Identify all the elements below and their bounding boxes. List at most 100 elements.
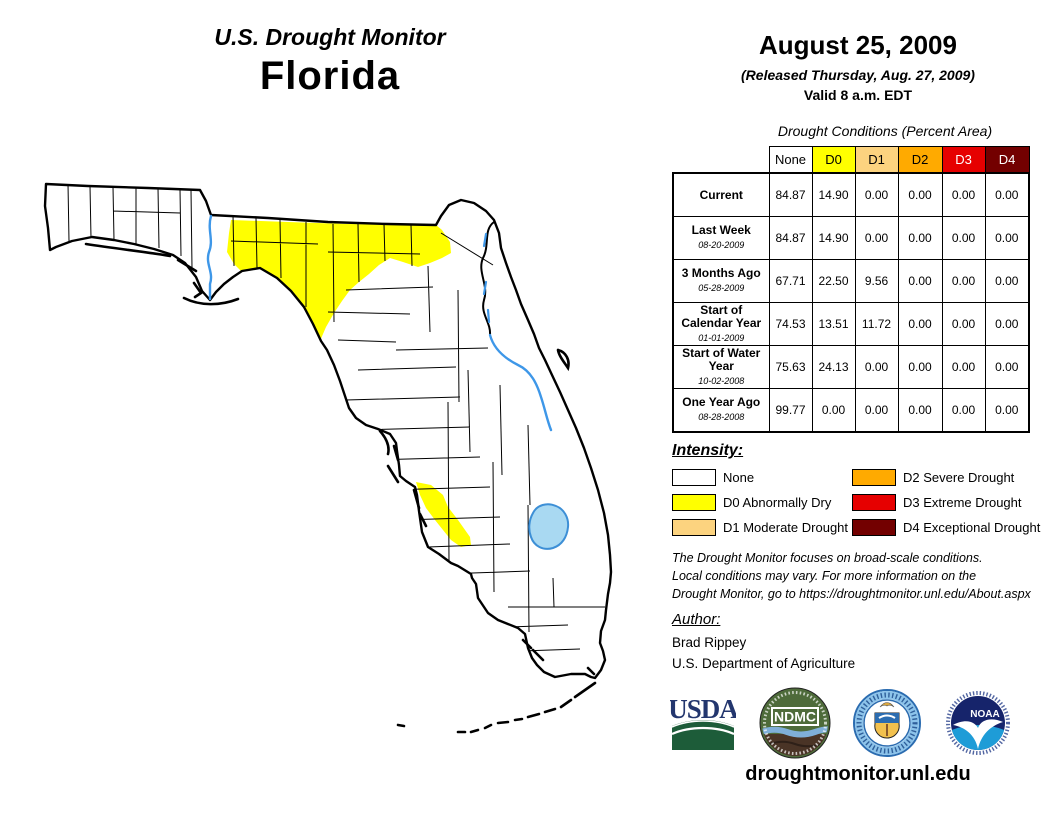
cell-value: 0.00 — [984, 345, 1030, 389]
cell-value: 14.90 — [811, 172, 856, 217]
table-title: Drought Conditions (Percent Area) — [777, 123, 993, 139]
cell-value: 84.87 — [768, 216, 813, 260]
agency-logos: USDA NDMC — [670, 686, 1012, 760]
st-johns-river-upper — [480, 221, 495, 336]
d2-swatch — [852, 469, 896, 486]
row-label: Start of Calendar Year 01-01-2009 — [672, 302, 770, 346]
cell-value: 0.00 — [897, 259, 943, 303]
cell-value: 0.00 — [941, 172, 986, 217]
author-name: Brad Rippey — [672, 635, 747, 650]
col-header-d0: D0 — [811, 146, 856, 174]
cell-value: 9.56 — [854, 259, 899, 303]
cell-value: 0.00 — [984, 302, 1030, 346]
author-org: U.S. Department of Agriculture — [672, 656, 856, 671]
map-date: August 25, 2009 — [759, 30, 957, 60]
cell-value: 0.00 — [897, 216, 943, 260]
row-date: 10-02-2008 — [698, 375, 745, 386]
report-title: U.S. Drought Monitor — [214, 24, 446, 50]
commerce-seal-logo — [853, 689, 922, 757]
legend-item-none: None — [672, 469, 848, 486]
legend-item-d1: D1 Moderate Drought — [672, 519, 848, 536]
table-row: One Year Ago 08-28-2008 99.77 0.00 0.00 0… — [672, 388, 1030, 433]
cell-value: 0.00 — [941, 345, 986, 389]
map-title-block: U.S. Drought Monitor Florida — [70, 24, 590, 99]
cell-value: 0.00 — [984, 216, 1030, 260]
cell-value: 0.00 — [941, 302, 986, 346]
row-label: Start of Water Year 10-02-2008 — [672, 345, 770, 389]
row-label: Current — [672, 172, 770, 217]
table-row: Start of Calendar Year 01-01-2009 74.53 1… — [672, 302, 1030, 346]
intensity-heading: Intensity: — [672, 442, 744, 459]
d4-swatch — [852, 519, 896, 536]
legend-item-d4: D4 Exceptional Drought — [852, 519, 1040, 536]
cell-value: 75.63 — [768, 345, 813, 389]
table-row: Start of Water Year 10-02-2008 75.63 24.1… — [672, 345, 1030, 389]
cell-value: 0.00 — [941, 216, 986, 260]
cell-value: 0.00 — [897, 172, 943, 217]
cell-value: 0.00 — [854, 216, 899, 260]
disclaimer-note: The Drought Monitor focuses on broad-sca… — [672, 549, 1056, 603]
svg-text:NOAA: NOAA — [970, 709, 999, 720]
cell-value: 14.90 — [811, 216, 856, 260]
row-label: One Year Ago 08-28-2008 — [672, 388, 770, 433]
noaa-logo: NOAA — [944, 690, 1011, 756]
table-row: Last Week 08-20-2009 84.87 14.90 0.00 0.0… — [672, 216, 1030, 260]
legend-item-d0: D0 Abnormally Dry — [672, 494, 848, 511]
d3-swatch — [852, 494, 896, 511]
region-title: Florida — [259, 54, 401, 98]
cell-value: 0.00 — [984, 259, 1030, 303]
cell-value: 0.00 — [811, 388, 856, 433]
d0-region-southwest-coast — [416, 482, 471, 547]
legend-column-right: D2 Severe Drought D3 Extreme Drought D4 … — [852, 469, 1040, 544]
cell-value: 74.53 — [768, 302, 813, 346]
svg-text:USDA: USDA — [670, 694, 736, 724]
cell-value: 0.00 — [941, 259, 986, 303]
valid-time: Valid 8 a.m. EDT — [803, 87, 913, 103]
florida-drought-map — [43, 182, 613, 734]
table-corner-cell — [673, 147, 769, 174]
cell-value: 22.50 — [811, 259, 856, 303]
cell-value: 99.77 — [768, 388, 813, 433]
col-header-d3: D3 — [941, 146, 986, 174]
table-header-row: None D0 D1 D2 D3 D4 — [673, 146, 1030, 174]
lake-okeechobee — [528, 503, 570, 550]
cell-value: 0.00 — [854, 345, 899, 389]
author-heading: Author: — [672, 611, 721, 628]
apalachicola-river — [206, 214, 213, 301]
row-date: 01-01-2009 — [698, 332, 745, 343]
legend-item-d2: D2 Severe Drought — [852, 469, 1040, 486]
row-label: 3 Months Ago 05-28-2009 — [672, 259, 770, 303]
d1-swatch — [672, 519, 716, 536]
cell-value: 0.00 — [984, 172, 1030, 217]
cell-value: 0.00 — [897, 345, 943, 389]
cell-value: 0.00 — [854, 172, 899, 217]
ndmc-logo: NDMC — [759, 687, 831, 759]
cell-value: 24.13 — [811, 345, 856, 389]
row-date: 05-28-2009 — [698, 283, 745, 293]
coastal-islands — [84, 242, 596, 676]
cell-value: 13.51 — [811, 302, 856, 346]
none-swatch — [672, 469, 716, 486]
date-block: August 25, 2009 (Released Thursday, Aug.… — [660, 30, 1056, 103]
legend-column-left: None D0 Abnormally Dry D1 Moderate Droug… — [672, 469, 848, 544]
col-header-d2: D2 — [897, 146, 943, 174]
usda-logo: USDA — [670, 694, 736, 750]
note-line: Local conditions may vary. For more info… — [672, 569, 977, 583]
col-header-d1: D1 — [854, 146, 899, 174]
cell-value: 0.00 — [941, 388, 986, 433]
note-line: The Drought Monitor focuses on broad-sca… — [672, 551, 983, 565]
col-header-d4: D4 — [984, 146, 1030, 174]
table-row: 3 Months Ago 05-28-2009 67.71 22.50 9.56 … — [672, 259, 1030, 303]
d0-region-north-florida — [227, 220, 451, 341]
row-label: Last Week 08-20-2009 — [672, 216, 770, 260]
cell-value: 11.72 — [854, 302, 899, 346]
cell-value: 67.71 — [768, 259, 813, 303]
cell-value: 0.00 — [984, 388, 1030, 433]
st-johns-river-segments — [482, 232, 491, 324]
legend-item-d3: D3 Extreme Drought — [852, 494, 1040, 511]
row-date: 08-28-2008 — [698, 412, 745, 422]
release-date: (Released Thursday, Aug. 27, 2009) — [741, 67, 975, 83]
col-header-none: None — [768, 146, 813, 174]
st-johns-river — [488, 333, 553, 432]
